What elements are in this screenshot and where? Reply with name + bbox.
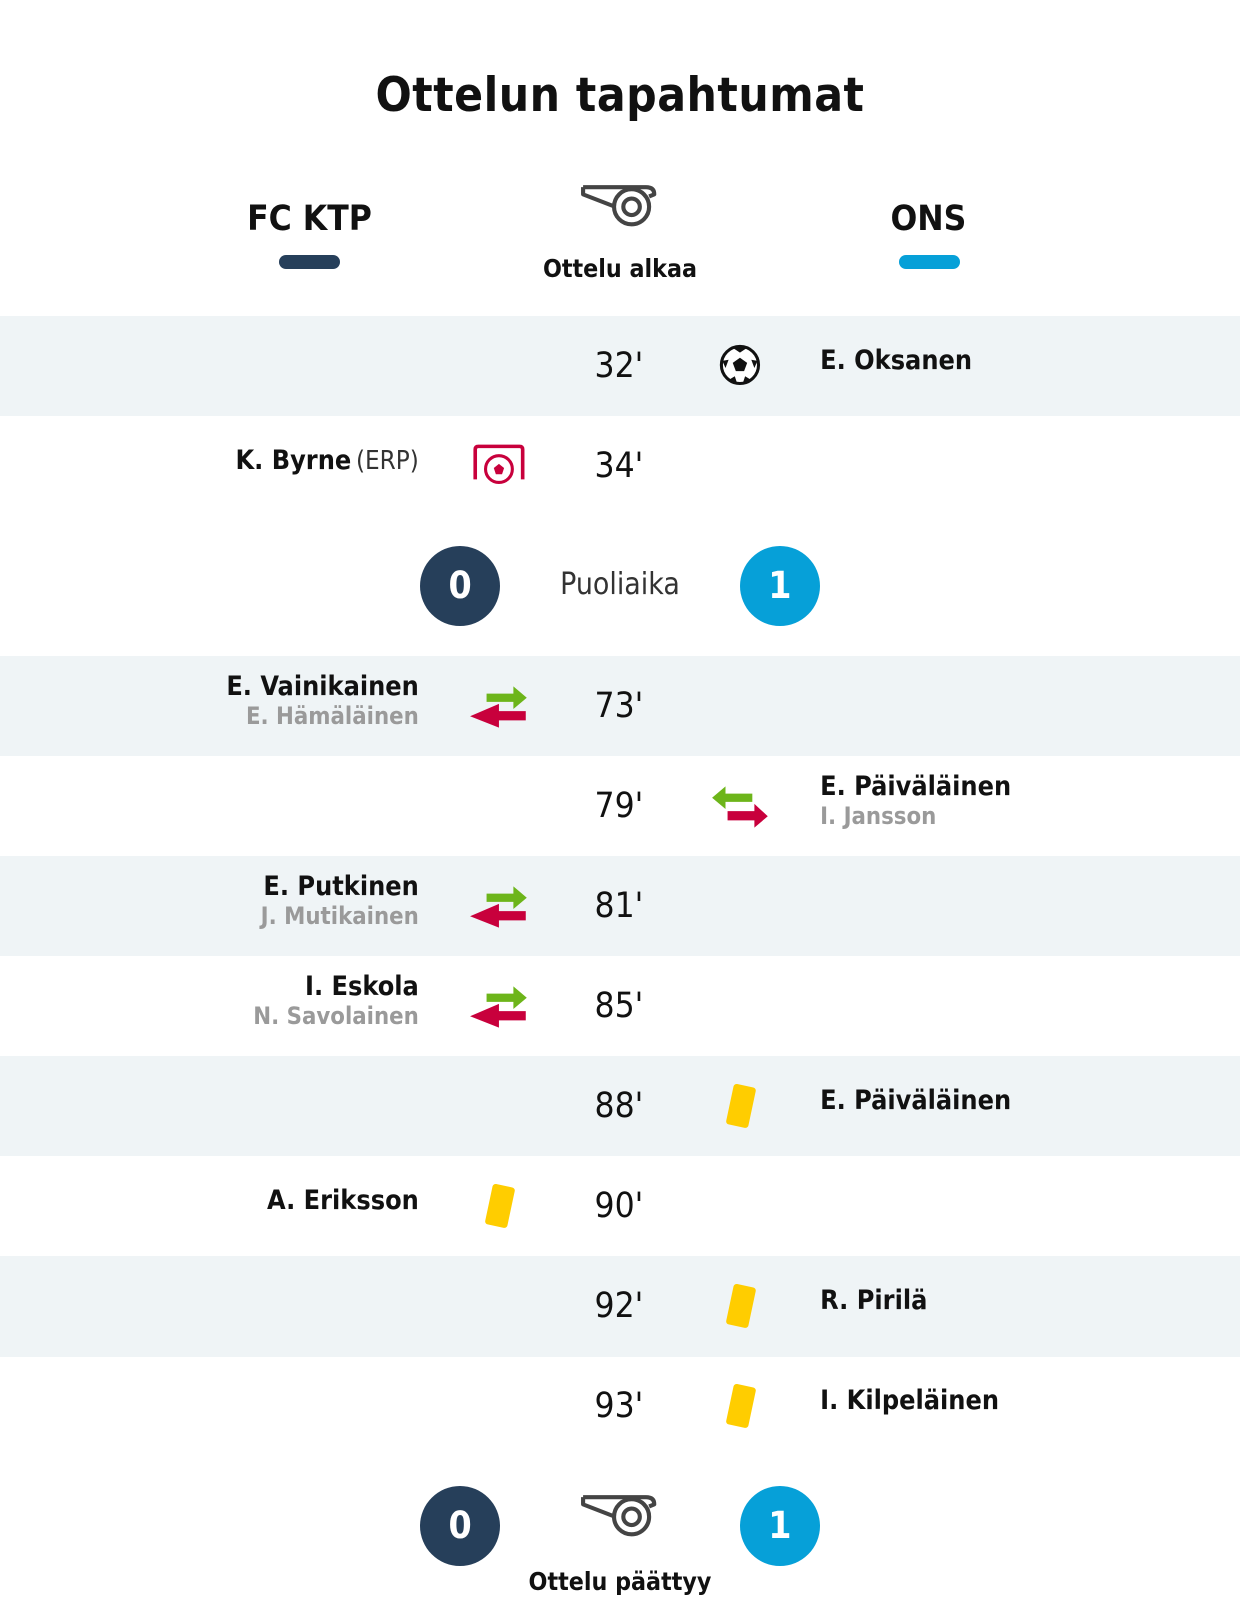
player-block: E. Päiväläinen [820, 1085, 1011, 1116]
event-row: 93' I. Kilpeläinen [0, 1357, 1240, 1457]
yellow-card-icon [709, 1075, 771, 1137]
whistle-icon [580, 184, 657, 226]
goal-icon [709, 334, 771, 396]
event-row: 34' K. Byrne (ERP) [0, 416, 1240, 516]
match-start-label: Ottelu alkaa [542, 253, 697, 283]
event-row: 90' A. Eriksson [0, 1156, 1240, 1256]
event-row: 79' E. Päiväläinen I. Jansson [0, 756, 1240, 856]
player-block: E. Putkinen J. Mutikainen [261, 871, 419, 930]
player-block: K. Byrne (ERP) [235, 445, 418, 476]
player-name[interactable]: E. Päiväläinen [820, 1085, 1012, 1117]
event-minute: 73' [594, 684, 644, 726]
substitution-icon [468, 875, 530, 937]
player-name[interactable]: A. Eriksson [266, 1185, 419, 1217]
player-name[interactable]: K. Byrne [235, 444, 352, 476]
fulltime-home-score: 0 [419, 1485, 501, 1566]
home-team-name: FC KTP [247, 198, 372, 240]
substituted-player-name[interactable]: N. Savolainen [253, 1001, 419, 1030]
halftime-label: Puoliaika [560, 567, 680, 603]
halftime-away-score: 1 [739, 545, 821, 627]
substitution-icon [468, 975, 530, 1037]
page-title: Ottelun tapahtumat [375, 68, 865, 124]
yellow-card-icon [709, 1375, 771, 1437]
player-name[interactable]: E. Putkinen [263, 870, 419, 902]
substituted-player-name[interactable]: J. Mutikainen [260, 901, 419, 930]
event-minute: 92' [594, 1285, 644, 1327]
event-row: 81' E. Putkinen J. Mutikainen [0, 856, 1240, 957]
own-goal-icon [468, 434, 530, 496]
event-minute: 93' [594, 1385, 644, 1427]
player-block: E. Vainikainen E. Hämäläinen [226, 671, 419, 730]
event-minute: 81' [594, 885, 644, 927]
event-row: 88' E. Päiväläinen [0, 1056, 1240, 1157]
substitution-icon [709, 775, 771, 837]
player-block: R. Pirilä [820, 1285, 927, 1316]
yellow-card-icon [468, 1175, 530, 1237]
substitution-icon [468, 675, 530, 737]
event-minute: 79' [594, 785, 644, 827]
halftime-home-score: 0 [419, 545, 501, 627]
event-row: 73' E. Vainikainen E. Hämäläinen [0, 656, 1240, 757]
player-block: I. Eskola N. Savolainen [253, 971, 419, 1030]
event-row: 32' E. Oksanen [0, 315, 1240, 416]
fulltime-away-score: 1 [739, 1485, 821, 1566]
event-minute: 85' [594, 985, 644, 1027]
player-name[interactable]: E. Päiväläinen [820, 770, 1012, 802]
player-note: (ERP) [355, 445, 419, 476]
event-minute: 34' [594, 444, 644, 486]
match-end-label: Ottelu päättyy [528, 1567, 712, 1596]
player-name[interactable]: R. Pirilä [820, 1285, 928, 1317]
player-name[interactable]: I. Kilpeläinen [820, 1385, 999, 1417]
event-row: 85' I. Eskola N. Savolainen [0, 956, 1240, 1056]
yellow-card-icon [709, 1275, 771, 1337]
away-team-color-bar [898, 254, 961, 270]
player-block: I. Kilpeläinen [820, 1385, 999, 1416]
away-team-name: ONS [890, 198, 967, 240]
event-minute: 88' [594, 1085, 644, 1127]
player-name[interactable]: E. Vainikainen [226, 670, 419, 702]
home-team-color-bar [278, 254, 341, 270]
event-minute: 90' [594, 1185, 644, 1227]
player-block: A. Eriksson [267, 1185, 419, 1216]
player-name[interactable]: I. Eskola [305, 970, 419, 1002]
substituted-player-name[interactable]: I. Jansson [820, 801, 937, 830]
event-row: 92' R. Pirilä [0, 1256, 1240, 1357]
whistle-icon [580, 1494, 657, 1537]
event-minute: 32' [594, 344, 644, 386]
player-name[interactable]: E. Oksanen [820, 344, 973, 376]
player-block: E. Päiväläinen I. Jansson [820, 771, 1011, 830]
player-block: E. Oksanen [820, 345, 972, 376]
substituted-player-name[interactable]: E. Hämäläinen [245, 701, 419, 730]
